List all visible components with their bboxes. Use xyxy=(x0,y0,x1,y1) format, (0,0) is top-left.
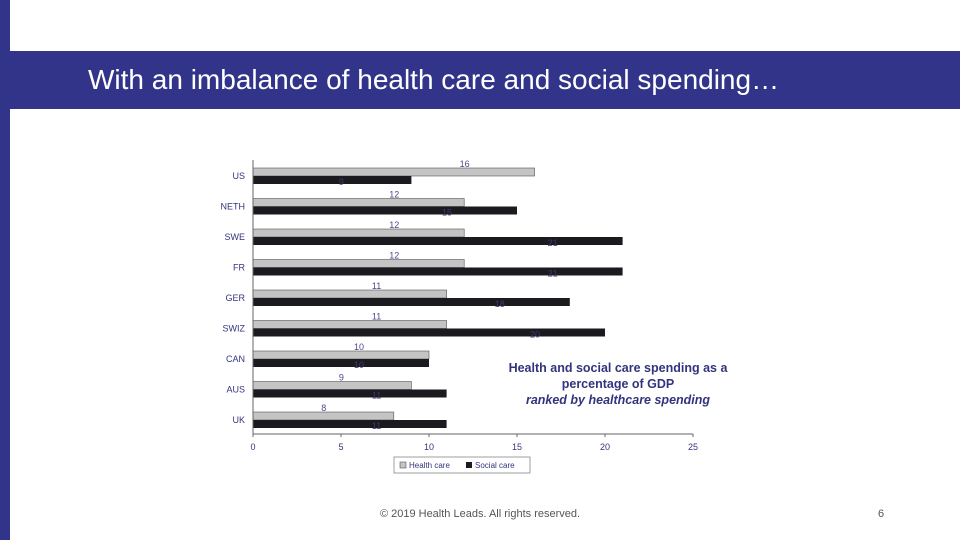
category-label: SWE xyxy=(224,232,245,242)
legend-box xyxy=(393,456,531,474)
x-tick-label: 15 xyxy=(512,442,522,452)
bar-social-care xyxy=(253,298,570,306)
bar-social-care xyxy=(253,267,623,276)
page-number: 6 xyxy=(877,508,885,520)
category-label: UK xyxy=(232,415,245,425)
bar-social-care xyxy=(253,206,517,215)
bar-social-care xyxy=(253,359,429,367)
data-label-health-care: 11 xyxy=(372,281,381,291)
data-label-social-care: 11 xyxy=(372,421,381,431)
annotation-line-1: Health and social care spending as a xyxy=(508,361,728,375)
category-label: FR xyxy=(233,263,245,273)
category-label: AUS xyxy=(226,385,245,395)
x-tick-label: 20 xyxy=(600,442,610,452)
category-label: CAN xyxy=(226,354,245,364)
chart-annotation: Health and social care spending as a per… xyxy=(496,360,740,408)
bar-social-care xyxy=(253,176,412,184)
x-tick-label: 10 xyxy=(424,442,434,452)
bar-health-care xyxy=(252,228,465,238)
annotation-line-3: ranked by healthcare spending xyxy=(525,393,711,407)
bar-health-care xyxy=(252,198,465,207)
data-label-health-care: 12 xyxy=(389,190,399,200)
bar-social-care xyxy=(253,389,447,398)
legend-label-social-care: Social care xyxy=(475,461,515,470)
data-label-social-care: 10 xyxy=(354,360,364,370)
annotation-line-2: percentage of GDP xyxy=(561,377,675,391)
legend-swatch-health-care xyxy=(399,461,407,469)
data-label-social-care: 11 xyxy=(372,391,381,401)
footer-copyright: © 2019 Health Leads. All rights reserved… xyxy=(379,508,581,520)
category-label: SWIZ xyxy=(223,324,246,334)
data-label-social-care: 21 xyxy=(548,269,558,279)
bar-health-care xyxy=(252,259,465,268)
data-label-social-care: 15 xyxy=(442,208,452,218)
data-label-health-care: 16 xyxy=(460,159,470,169)
slide-title: With an imbalance of health care and soc… xyxy=(88,64,780,95)
x-tick-label: 0 xyxy=(250,442,255,452)
data-label-health-care: 9 xyxy=(339,373,344,383)
legend-label-health-care: Health care xyxy=(409,461,450,470)
left-accent-bar xyxy=(0,0,10,540)
bar-social-care xyxy=(253,328,605,337)
data-label-health-care: 11 xyxy=(372,312,381,322)
bar-social-care xyxy=(253,420,447,428)
data-label-health-care: 8 xyxy=(321,403,326,413)
bar-health-care xyxy=(252,320,447,329)
legend-swatch-social-care xyxy=(466,462,472,468)
category-label: US xyxy=(232,171,245,181)
data-label-social-care: 9 xyxy=(339,177,344,187)
bar-health-care xyxy=(252,350,430,360)
bar-health-care xyxy=(252,289,447,299)
data-label-health-care: 12 xyxy=(389,220,399,230)
bar-social-care xyxy=(253,237,623,245)
bar-health-care xyxy=(252,167,535,177)
bar-health-care xyxy=(252,411,395,421)
data-label-social-care: 21 xyxy=(548,238,558,248)
title-band xyxy=(10,51,960,109)
bar-health-care xyxy=(252,381,412,390)
data-label-health-care: 12 xyxy=(389,251,399,261)
data-label-social-care: 18 xyxy=(495,299,505,309)
data-label-social-care: 20 xyxy=(530,330,540,340)
data-label-health-care: 10 xyxy=(354,342,364,352)
x-tick-label: 25 xyxy=(688,442,698,452)
x-tick-label: 5 xyxy=(338,442,343,452)
category-label: GER xyxy=(225,293,245,303)
category-label: NETH xyxy=(221,202,246,212)
